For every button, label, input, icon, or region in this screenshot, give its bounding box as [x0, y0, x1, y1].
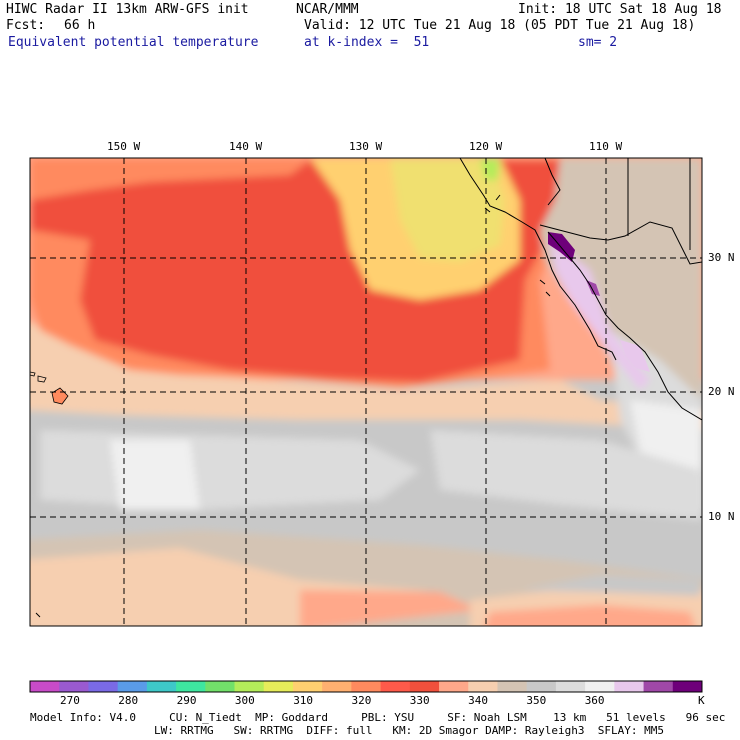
smoothing-label: sm= 2: [578, 35, 618, 50]
lon-label-120w: 120 W: [469, 140, 503, 153]
colorbar-swatch: [439, 681, 469, 692]
colorbar-swatch: [468, 681, 498, 692]
colorbar-frame: [29, 680, 703, 693]
colorbar-tick-label: 350: [526, 694, 547, 707]
colorbar-swatch: [555, 681, 586, 692]
colorbar-unit: K: [698, 694, 705, 707]
colorbar-tick-label: 290: [176, 694, 197, 707]
colorbar-tick-label: 280: [118, 694, 139, 707]
colorbar-tick-label: 270: [60, 694, 80, 707]
lat-label-20n: 20 N: [708, 385, 735, 398]
lon-label-140w: 140 W: [229, 140, 263, 153]
forecast-label: Fcst:: [6, 18, 46, 33]
model-physics: LW: RRTMG SW: RRTMG DIFF: full KM: 2D Sm…: [154, 724, 664, 737]
colorbar-swatch: [292, 681, 323, 692]
colorbar-swatch: [672, 681, 703, 692]
level-label: at k-index = 51: [304, 35, 430, 50]
colorbar-swatch: [585, 681, 615, 692]
colorbar-tick-label: 320: [351, 694, 372, 707]
colorbar-swatch: [614, 681, 645, 692]
colorbar-swatch: [497, 681, 528, 692]
colorbar-swatch: [409, 681, 440, 692]
forecast-hour: 66 h: [64, 18, 96, 33]
colorbar-swatch: [526, 681, 557, 692]
field-name: Equivalent potential temperature: [8, 35, 259, 50]
colorbar-swatch: [643, 681, 674, 692]
colorbar-swatch: [176, 681, 206, 692]
colorbar-tick-label: 330: [409, 694, 430, 707]
colorbar-swatch: [146, 681, 177, 692]
model-info: Model Info: V4.0 CU: N_Tiedt MP: Goddard…: [30, 711, 726, 724]
colorbar-swatch: [263, 681, 294, 692]
colorbar: [29, 680, 703, 693]
colorbar-swatch: [234, 681, 265, 692]
lon-label-150w: 150 W: [107, 140, 141, 153]
colorbar-swatch: [380, 681, 411, 692]
colorbar-tick-label: 340: [468, 694, 488, 707]
colorbar-swatch: [88, 681, 119, 692]
lon-label-110w: 110 W: [589, 140, 623, 153]
lat-label-10n: 10 N: [708, 510, 735, 523]
colorbar-swatch: [117, 681, 148, 692]
lat-label-30n: 30 N: [708, 251, 735, 264]
colorbar-swatch: [30, 681, 60, 692]
valid-time: Valid: 12 UTC Tue 21 Aug 18 (05 PDT Tue …: [304, 18, 696, 33]
colorbar-swatch: [351, 681, 382, 692]
model-title: HIWC Radar II 13km ARW-GFS init: [6, 2, 249, 17]
colorbar-swatch: [59, 681, 89, 692]
colorbar-swatch: [205, 681, 236, 692]
colorbar-tick-label: 310: [293, 694, 314, 707]
colorbar-tick-label: 300: [234, 694, 255, 707]
colorbar-swatch: [322, 681, 352, 692]
init-time: Init: 18 UTC Sat 18 Aug 18: [518, 2, 722, 17]
lon-label-130w: 130 W: [349, 140, 383, 153]
colorbar-tick-label: 360: [584, 694, 605, 707]
institution-label: NCAR/MMM: [296, 2, 359, 17]
